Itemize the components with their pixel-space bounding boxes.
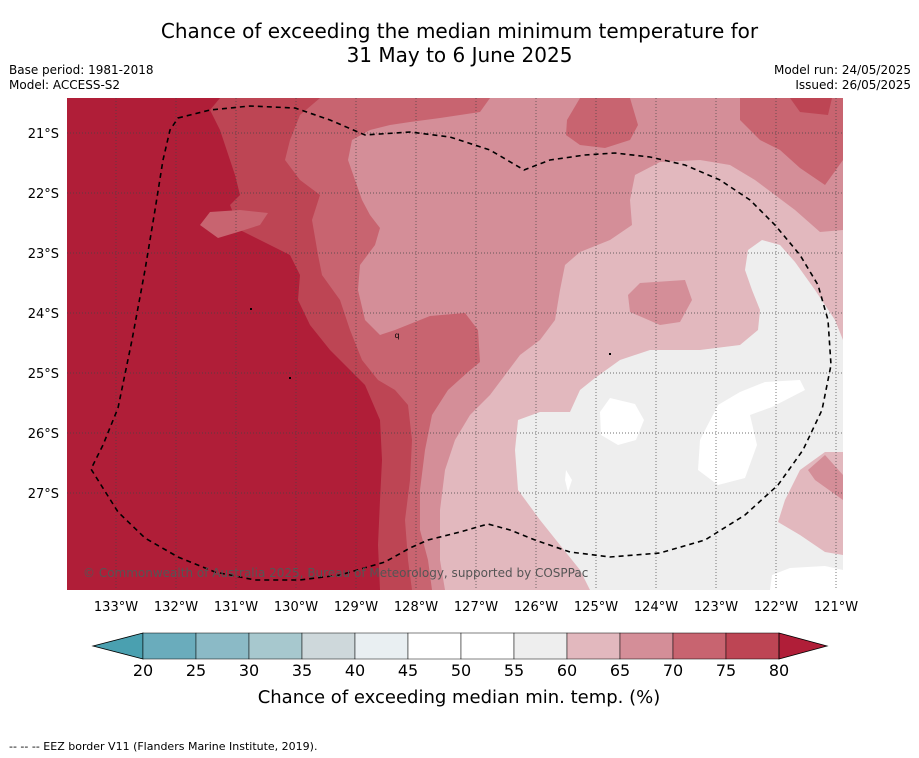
lon-label: 125°W [574,600,618,615]
band-50-55-patch [565,470,572,492]
longitude-labels: 133°W 132°W 131°W 130°W 129°W 128°W 127°W 126°W… [94,600,858,615]
band-over-80 [67,98,382,590]
model-text: Model: ACCESS-S2 [9,78,121,92]
colorbar-tick-label: 80 [769,661,789,680]
graticule [67,98,843,590]
colorbar-tick-label: 65 [610,661,630,680]
colorbar-tick-label: 20 [133,661,153,680]
colorbar-segment [354,632,409,660]
band-70-75-patch [566,98,638,148]
eez-footnote: -- -- -- EEZ border V11 (Flanders Marine… [9,740,318,753]
lon-label: 129°W [334,600,378,615]
lon-label: 122°W [754,600,798,615]
colorbar-title: Chance of exceeding median min. temp. (%… [258,687,661,708]
issued-text: Issued: 26/05/2025 [795,78,911,92]
lat-label: 23°S [28,247,59,262]
band-65-70-patch [628,280,692,325]
island-marker [250,308,252,310]
lon-label: 128°W [394,600,438,615]
island-marker [609,353,611,355]
colorbar-segment [460,632,515,660]
map-title-line1: Chance of exceeding the median minimum t… [160,19,759,43]
colorbar-tick-label: 45 [398,661,418,680]
base-period-text: Base period: 1981-2018 [9,63,154,77]
colorbar-over-arrow [778,632,829,660]
band-70-75-patch [740,98,843,185]
lon-label: 132°W [154,600,198,615]
colorbar-tick-label: 70 [663,661,683,680]
lon-label: 131°W [214,600,258,615]
lon-label: 121°W [814,600,858,615]
colorbar-tick-label: 55 [504,661,524,680]
colorbar-segment [725,632,780,660]
colorbar-segment [513,632,568,660]
copyright-text: © Commonwealth of Australia 2025, Bureau… [83,566,588,580]
lat-label: 27°S [28,487,59,502]
lon-label: 123°W [694,600,738,615]
colorbar-segment [248,632,303,660]
colorbar: 20 25 30 35 40 45 50 55 60 65 70 75 80 [91,632,829,680]
colorbar-segment [407,632,462,660]
colorbar-tick-label: 60 [557,661,577,680]
colorbar-tick-label: 40 [345,661,365,680]
island-marker [289,377,291,379]
lon-label: 130°W [274,600,318,615]
band-50-55-patch [770,566,843,590]
lon-label: 127°W [454,600,498,615]
colorbar-tick-label: 75 [716,661,736,680]
lon-label: 124°W [634,600,678,615]
band-70-75-patch [200,210,268,238]
map-title-line2: 31 May to 6 June 2025 [346,43,573,67]
colorbar-tick-label: 30 [239,661,259,680]
lon-label: 133°W [94,600,138,615]
lat-label: 25°S [28,367,59,382]
band-50-55-patch [600,398,644,445]
colorbar-segment [672,632,727,660]
band-75-80-patch [790,98,832,115]
lon-label: 126°W [514,600,558,615]
band-65-70-patch [808,455,843,500]
latitude-labels: 21°S 22°S 23°S 24°S 25°S 26°S 27°S [28,127,59,502]
colorbar-under-arrow [91,632,144,660]
colorbar-segment [566,632,621,660]
lat-label: 21°S [28,127,59,142]
colorbar-tick-label: 35 [292,661,312,680]
colorbar-tick-label: 25 [186,661,206,680]
island-label: q [394,331,399,340]
model-run-text: Model run: 24/05/2025 [773,63,911,77]
colorbar-segment [142,632,197,660]
lat-label: 26°S [28,427,59,442]
colorbar-segment [195,632,250,660]
colorbar-tick-label: 50 [451,661,471,680]
lat-label: 24°S [28,307,59,322]
lat-label: 22°S [28,187,59,202]
probability-field [67,98,843,590]
band-50-55-patch [698,380,805,485]
colorbar-segment [301,632,356,660]
colorbar-segment [619,632,674,660]
